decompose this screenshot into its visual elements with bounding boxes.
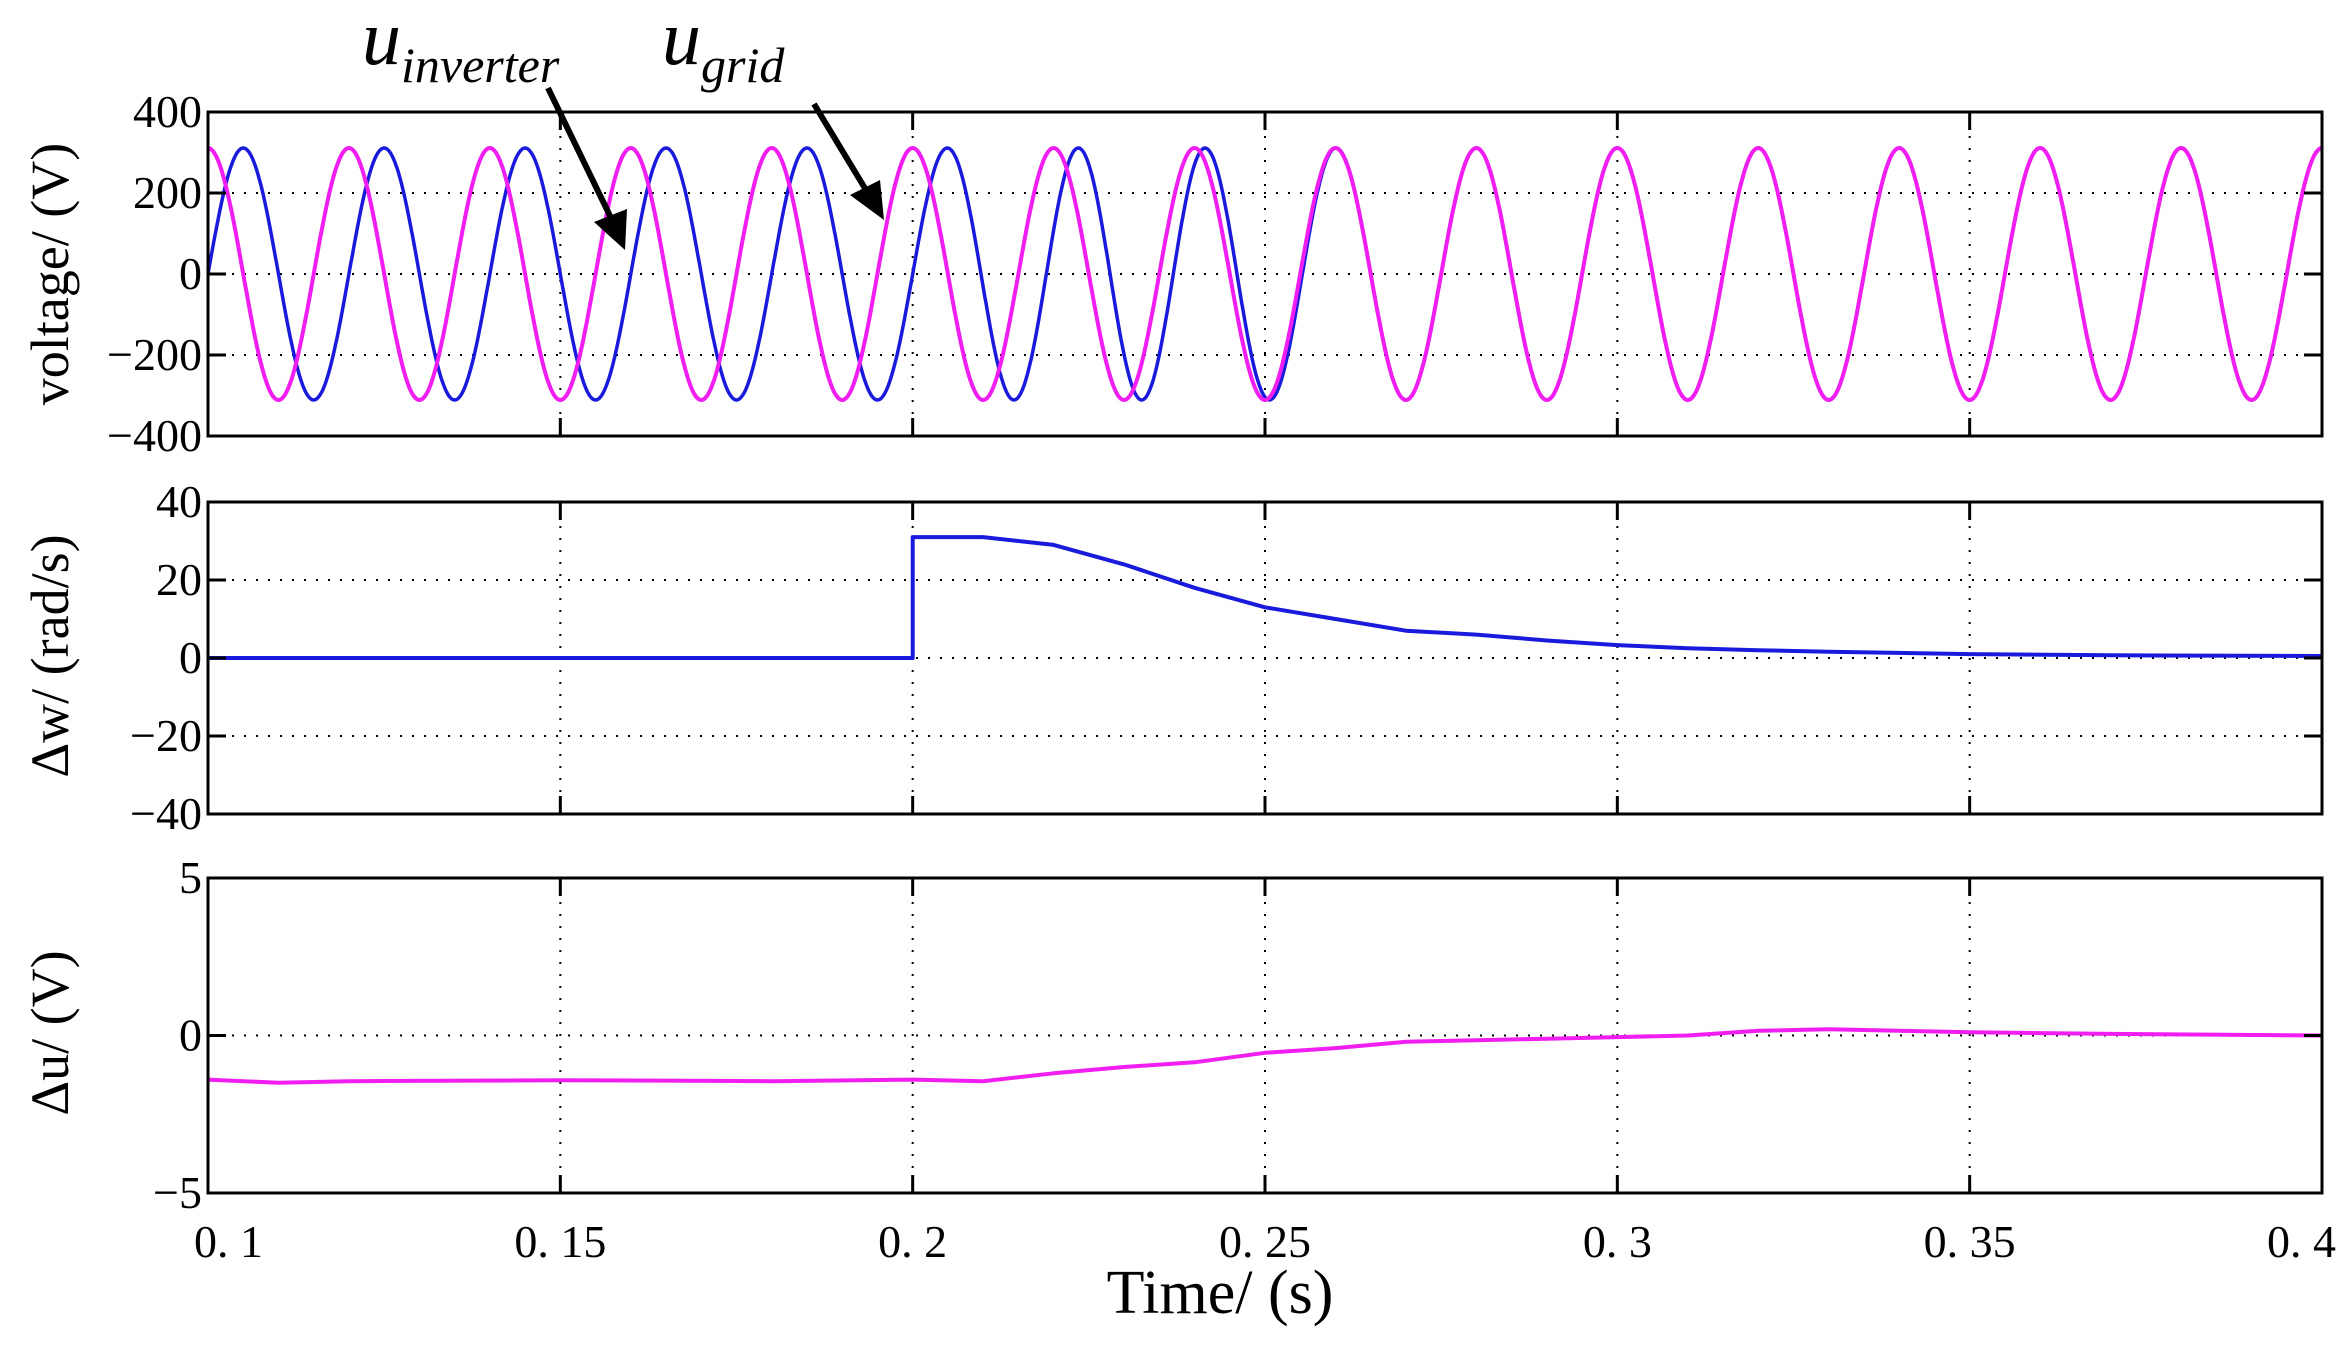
x-axis-label: Time/ (s) xyxy=(1107,1259,1334,1327)
voltage-ytick-label: 200 xyxy=(133,167,202,218)
x-tick-label: 0. 2 xyxy=(878,1216,947,1267)
delta-u-ytick-label: 0 xyxy=(179,1010,202,1061)
delta-u-panel-ylabel: Δu/ (V) xyxy=(20,950,80,1115)
annotation-u-grid-arrowhead xyxy=(850,180,884,220)
delta-u-ytick-label: 5 xyxy=(179,852,202,903)
delta-w-ytick-label: −20 xyxy=(130,710,202,761)
x-tick-label: 0. 1 xyxy=(194,1216,263,1267)
delta-w-ytick-label: −40 xyxy=(130,788,202,839)
delta-w-ytick-label: 40 xyxy=(156,476,202,527)
delta-w-ytick-label: 20 xyxy=(156,554,202,605)
series-u-grid xyxy=(207,145,2323,403)
x-tick-label: 0. 3 xyxy=(1583,1216,1652,1267)
annotation-u-grid-arrow xyxy=(811,102,869,192)
x-tick-label: 0. 15 xyxy=(514,1216,606,1267)
series-delta-w xyxy=(208,535,2323,660)
series-delta-u xyxy=(207,1027,2323,1085)
delta-u-panel-frame xyxy=(206,876,2324,1195)
voltage-ytick-label: 400 xyxy=(133,86,202,137)
x-tick-label: 0. 35 xyxy=(1924,1216,2016,1267)
annotation-u-inverter-arrowhead xyxy=(594,209,627,250)
annotation-u-inverter-label: uinverter xyxy=(362,0,560,93)
annotation-u-inverter: uinverter xyxy=(362,0,627,250)
delta-w-ytick-label: 0 xyxy=(179,632,202,683)
delta-w-panel-frame xyxy=(206,500,2324,816)
voltage-panel: −400 −200 0 200 400 voltage/ (V) xyxy=(20,86,2324,461)
x-tick-label: 0. 25 xyxy=(1219,1216,1311,1267)
voltage-panel-frame xyxy=(206,110,2324,438)
delta-w-panel-ylabel: Δw/ (rad/s) xyxy=(20,534,80,777)
voltage-ytick-label: −200 xyxy=(107,329,202,380)
x-tick-label: 0. 4 xyxy=(2267,1216,2336,1267)
delta-u-ytick-label: −5 xyxy=(153,1167,202,1218)
annotation-u-grid-label: ugrid xyxy=(662,0,785,93)
annotation-u-grid: ugrid xyxy=(662,0,884,220)
voltage-panel-ylabel: voltage/ (V) xyxy=(20,143,80,405)
x-tick-labels: 0. 1 0. 15 0. 2 0. 25 0. 3 0. 35 0. 4 xyxy=(194,1216,2336,1267)
voltage-ytick-label: 0 xyxy=(179,248,202,299)
annotation-u-inverter-arrow xyxy=(545,86,615,222)
voltage-ytick-label: −400 xyxy=(107,410,202,461)
delta-w-panel: −40 −20 0 20 40 Δw/ (rad/s) xyxy=(20,476,2324,839)
delta-u-panel: −5 0 5 Δu/ (V) xyxy=(20,852,2324,1218)
